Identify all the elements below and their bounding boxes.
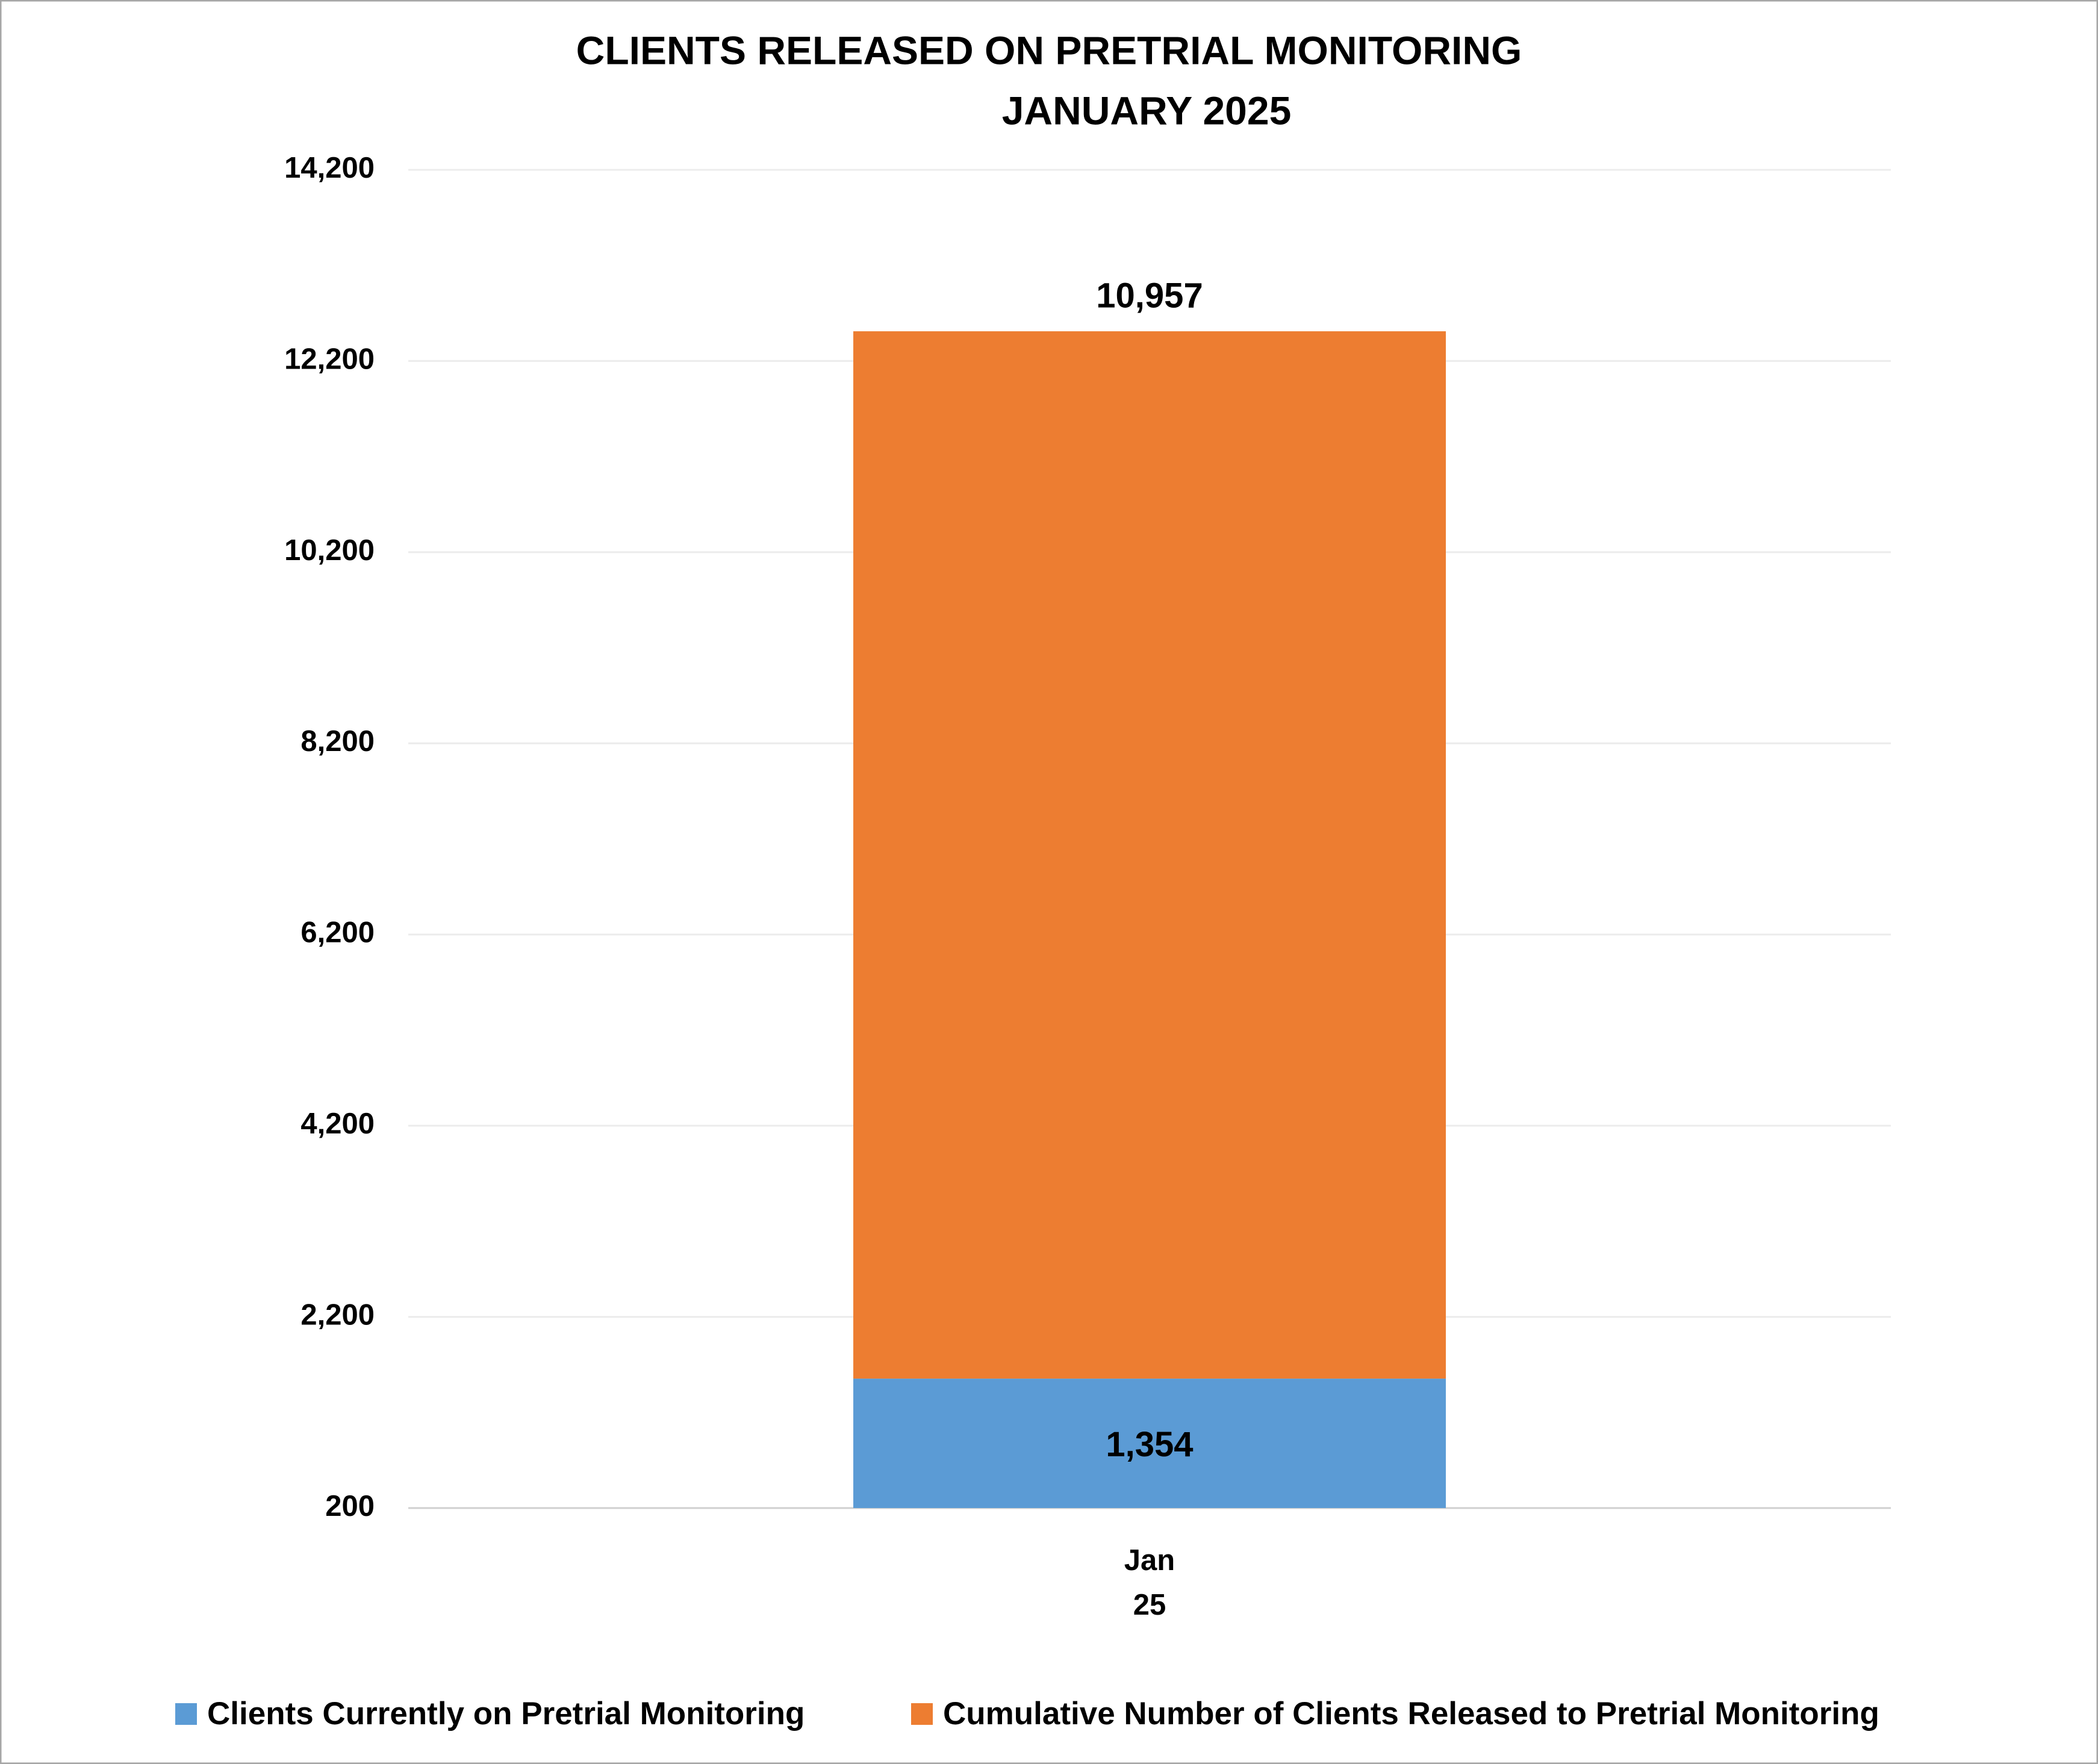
x-tick-label: Jan 25 bbox=[1124, 1544, 1175, 1621]
y-tick-label: 14,200 bbox=[284, 152, 375, 184]
legend-label: Clients Currently on Pretrial Monitoring bbox=[207, 1696, 805, 1731]
legend-swatch bbox=[175, 1703, 197, 1725]
y-tick-label: 6,200 bbox=[300, 917, 375, 949]
legend-swatch bbox=[911, 1703, 933, 1725]
chart-subtitle: JANUARY 2025 bbox=[1002, 88, 1292, 132]
legend-label: Cumulative Number of Clients Released to… bbox=[943, 1696, 1879, 1731]
data-label: 1,354 bbox=[1106, 1425, 1193, 1464]
y-tick-label: 4,200 bbox=[300, 1108, 375, 1140]
y-tick-label: 12,200 bbox=[284, 343, 375, 375]
y-tick-label: 2,200 bbox=[300, 1299, 375, 1332]
y-tick-label: 8,200 bbox=[300, 725, 375, 758]
bar-segment bbox=[853, 1379, 1446, 1508]
data-label: 10,957 bbox=[1096, 276, 1203, 315]
bar-segment bbox=[853, 331, 1446, 1379]
chart-title: CLIENTS RELEASED ON PRETRIAL MONITORING bbox=[576, 28, 1522, 72]
y-tick-label: 10,200 bbox=[284, 534, 375, 567]
y-tick-label: 200 bbox=[325, 1490, 375, 1522]
